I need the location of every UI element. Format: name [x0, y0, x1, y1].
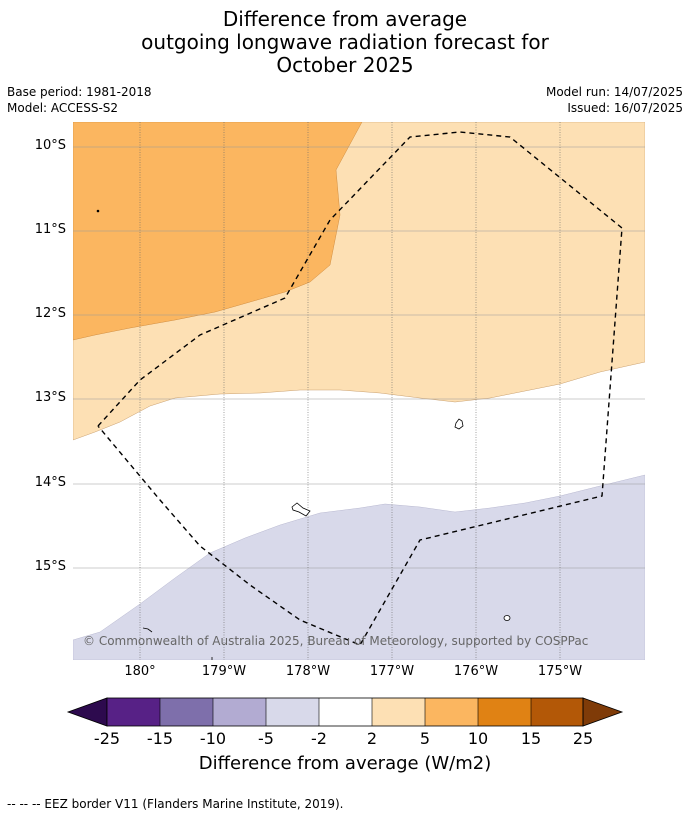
- colorbar-segment-8: [478, 698, 531, 726]
- colorbar-tick-neg25: -25: [93, 729, 121, 748]
- colorbar-tick-10: 10: [467, 729, 489, 748]
- eez-border: [97, 131, 623, 646]
- meta-left: Base period: 1981-2018 Model: ACCESS-S2: [7, 84, 152, 116]
- island-small-east: [503, 615, 511, 621]
- colorbar-dividers: [159, 698, 532, 726]
- model-name: Model: ACCESS-S2: [7, 101, 119, 115]
- model-run: Model run: 14/07/2025: [545, 85, 683, 99]
- colorbar-tick-neg5: -5: [258, 729, 274, 748]
- colorbar-over-triangle: [582, 697, 624, 727]
- island-futuna: [291, 502, 311, 517]
- colorbar-tick-neg15: -15: [146, 729, 174, 748]
- colorbar-under-triangle: [66, 697, 108, 727]
- colorbar-segment-4: [266, 698, 319, 726]
- lon-label-176w: 176°W: [453, 664, 499, 679]
- meta-right: Model run: 14/07/2025 Issued: 16/07/2025: [546, 84, 683, 116]
- colorbar-segment-2: [160, 698, 213, 726]
- lon-label-175w: 175°W: [537, 664, 583, 679]
- island-small-southwest: [142, 627, 153, 633]
- longitude-gridlines: [139, 122, 561, 660]
- eez-legend-note: -- -- -- EEZ border V11 (Flanders Marine…: [7, 797, 344, 811]
- colorbar-segment-9: [531, 698, 583, 726]
- colorbar-segment-6: [372, 698, 425, 726]
- issued-date: Issued: 16/07/2025: [567, 101, 683, 115]
- latitude-gridlines: [73, 146, 645, 569]
- band-neg2-neg5-region: [73, 474, 645, 660]
- copyright-credit: © Commonwealth of Australia 2025, Bureau…: [83, 634, 588, 648]
- colorbar: [66, 697, 624, 727]
- lon-label-179w: 179°W: [201, 664, 247, 679]
- colorbar-tick-2: 2: [366, 729, 378, 748]
- title-line-3: October 2025: [276, 53, 414, 77]
- lat-label-15s: 15°S: [34, 559, 66, 574]
- colorbar-tick-15: 15: [520, 729, 542, 748]
- colorbar-outline: [106, 697, 584, 727]
- base-period: Base period: 1981-2018: [7, 85, 152, 99]
- title-line-2: outgoing longwave radiation forecast for: [141, 30, 549, 54]
- colorbar-segment-7: [425, 698, 478, 726]
- colorbar-tick-neg10: -10: [199, 729, 227, 748]
- colorbar-tick-25: 25: [572, 729, 594, 748]
- lat-label-13s: 13°S: [34, 390, 66, 405]
- islands: [96, 209, 511, 660]
- colorbar-tick-5: 5: [419, 729, 431, 748]
- lon-label-178w: 178°W: [285, 664, 331, 679]
- lon-label-177w: 177°W: [369, 664, 415, 679]
- island-wallis: [454, 418, 464, 430]
- lat-label-12s: 12°S: [34, 306, 66, 321]
- colorbar-segment-1: [107, 698, 160, 726]
- map-area: © Commonwealth of Australia 2025, Bureau…: [73, 122, 645, 660]
- colorbar-segment-5: [319, 698, 372, 726]
- map-title: Difference from average outgoing longwav…: [0, 8, 690, 77]
- colorbar-segment-3: [213, 698, 266, 726]
- colorbar-tick-neg2: -2: [311, 729, 327, 748]
- lat-label-11s: 11°S: [34, 222, 66, 237]
- lat-label-10s: 10°S: [34, 138, 66, 153]
- colorbar-title: Difference from average (W/m2): [198, 753, 492, 774]
- island-dot-northwest: [96, 209, 100, 213]
- lat-label-14s: 14°S: [34, 475, 66, 490]
- title-line-1: Difference from average: [222, 7, 468, 31]
- lon-label-180: 180°: [124, 664, 156, 679]
